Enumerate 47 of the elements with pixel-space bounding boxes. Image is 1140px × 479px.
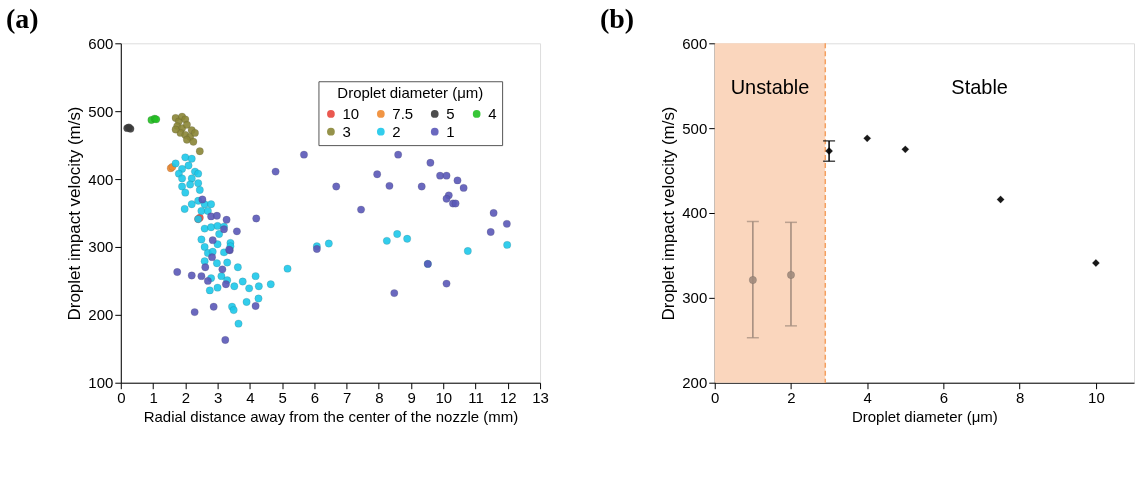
- x-tick-label: 8: [375, 389, 384, 407]
- y-tick-label: 600: [682, 34, 708, 52]
- x-tick-label: 11: [468, 389, 484, 407]
- chart-title: (a): [5, 3, 39, 35]
- x-tick-label: 2: [181, 389, 190, 407]
- band-label: Unstable: [730, 76, 810, 99]
- x-axis-title: Droplet diameter (μm): [851, 408, 998, 426]
- x-tick-label: 2: [787, 389, 796, 407]
- y-tick-label: 200: [682, 374, 708, 392]
- x-tick-label: 8: [1016, 389, 1025, 407]
- y-tick-label: 300: [682, 289, 708, 307]
- y-tick-label: 600: [88, 34, 114, 52]
- x-tick-label: 10: [1088, 389, 1105, 407]
- legend-label: 10: [342, 104, 360, 122]
- y-tick-label: 200: [88, 306, 114, 324]
- x-tick-label: 6: [310, 389, 319, 407]
- legend-label: 4: [488, 104, 497, 122]
- x-tick-label: 0: [117, 389, 126, 407]
- x-tick-label: 5: [278, 389, 287, 407]
- y-tick-label: 500: [682, 119, 708, 137]
- x-tick-label: 9: [407, 389, 416, 407]
- x-tick-label: 6: [939, 389, 949, 407]
- y-axis-title: Droplet impact velocity (m/s): [65, 106, 85, 321]
- x-tick-label: 12: [499, 389, 517, 407]
- y-tick-label: 300: [88, 238, 114, 256]
- y-axis-title: Droplet impact velocity (m/s): [659, 106, 679, 321]
- x-tick-label: 0: [711, 389, 720, 407]
- legend-label: 3: [342, 122, 351, 140]
- x-tick-label: 10: [435, 389, 453, 407]
- x-tick-label: 1: [149, 389, 158, 407]
- x-tick-label: 4: [863, 389, 872, 407]
- x-tick-label: 13: [532, 389, 549, 407]
- legend-label: 1: [446, 122, 455, 140]
- annotation: Stable: [951, 76, 1008, 99]
- legend-label: 2: [392, 122, 401, 140]
- legend-title: Droplet diameter (μm): [337, 84, 484, 102]
- y-tick-label: 400: [682, 204, 708, 222]
- x-tick-label: 7: [342, 389, 352, 407]
- x-tick-label: 4: [246, 389, 255, 407]
- y-tick-label: 400: [88, 170, 114, 188]
- legend-label: 7.5: [392, 104, 414, 122]
- legend-label: 5: [446, 104, 455, 122]
- x-axis-title: Radial distance away from the center of the nozzle (mm): [143, 408, 519, 426]
- y-tick-label: 100: [88, 374, 114, 392]
- x-tick-label: 3: [213, 389, 223, 407]
- chart-title: (b): [599, 3, 635, 35]
- y-tick-label: 500: [88, 102, 114, 120]
